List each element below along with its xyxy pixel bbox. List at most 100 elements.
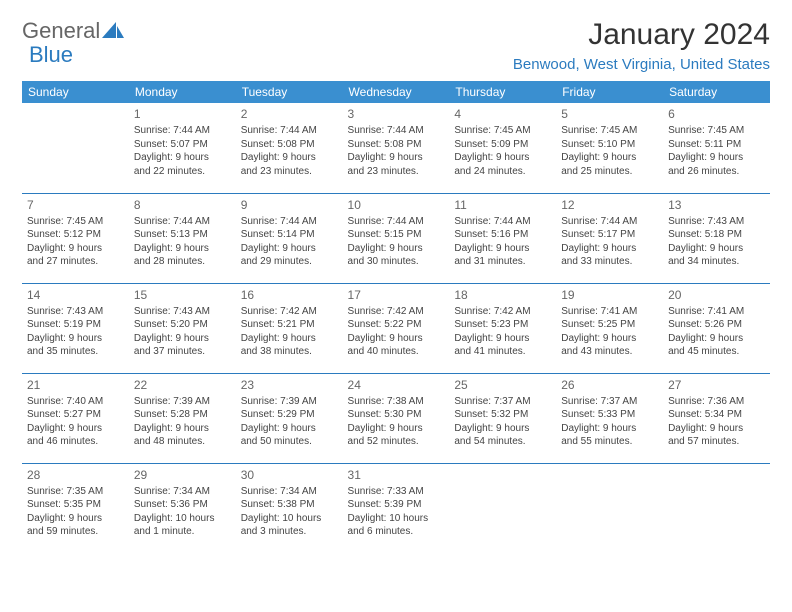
cell-daylight1: Daylight: 10 hours bbox=[134, 512, 231, 526]
calendar-cell: 20Sunrise: 7:41 AMSunset: 5:26 PMDayligh… bbox=[663, 283, 770, 373]
weekday-header: Sunday bbox=[22, 81, 129, 103]
cell-sunset: Sunset: 5:36 PM bbox=[134, 498, 231, 512]
calendar-cell bbox=[449, 463, 556, 553]
calendar-cell bbox=[22, 103, 129, 193]
cell-sunrise: Sunrise: 7:39 AM bbox=[241, 395, 338, 409]
day-number: 1 bbox=[134, 106, 231, 122]
cell-daylight2: and 59 minutes. bbox=[27, 525, 124, 539]
cell-daylight1: Daylight: 9 hours bbox=[454, 242, 551, 256]
cell-daylight2: and 27 minutes. bbox=[27, 255, 124, 269]
day-number: 12 bbox=[561, 197, 658, 213]
day-number: 31 bbox=[348, 467, 445, 483]
weekday-header: Tuesday bbox=[236, 81, 343, 103]
cell-daylight1: Daylight: 9 hours bbox=[454, 151, 551, 165]
day-number: 28 bbox=[27, 467, 124, 483]
logo-second-line: Blue bbox=[29, 42, 73, 68]
weekday-header: Wednesday bbox=[343, 81, 450, 103]
month-title: January 2024 bbox=[513, 18, 770, 52]
cell-daylight1: Daylight: 9 hours bbox=[134, 151, 231, 165]
day-number: 13 bbox=[668, 197, 765, 213]
cell-sunset: Sunset: 5:22 PM bbox=[348, 318, 445, 332]
calendar-cell: 24Sunrise: 7:38 AMSunset: 5:30 PMDayligh… bbox=[343, 373, 450, 463]
cell-daylight1: Daylight: 10 hours bbox=[241, 512, 338, 526]
cell-daylight2: and 29 minutes. bbox=[241, 255, 338, 269]
cell-sunset: Sunset: 5:28 PM bbox=[134, 408, 231, 422]
calendar-cell: 10Sunrise: 7:44 AMSunset: 5:15 PMDayligh… bbox=[343, 193, 450, 283]
cell-daylight1: Daylight: 9 hours bbox=[668, 242, 765, 256]
cell-daylight2: and 25 minutes. bbox=[561, 165, 658, 179]
cell-daylight2: and 33 minutes. bbox=[561, 255, 658, 269]
cell-sunrise: Sunrise: 7:45 AM bbox=[454, 124, 551, 138]
day-number: 27 bbox=[668, 377, 765, 393]
weekday-header: Thursday bbox=[449, 81, 556, 103]
cell-daylight1: Daylight: 9 hours bbox=[241, 422, 338, 436]
cell-sunset: Sunset: 5:29 PM bbox=[241, 408, 338, 422]
cell-sunset: Sunset: 5:16 PM bbox=[454, 228, 551, 242]
cell-sunrise: Sunrise: 7:43 AM bbox=[134, 305, 231, 319]
calendar-cell: 31Sunrise: 7:33 AMSunset: 5:39 PMDayligh… bbox=[343, 463, 450, 553]
cell-daylight2: and 3 minutes. bbox=[241, 525, 338, 539]
cell-sunrise: Sunrise: 7:44 AM bbox=[454, 215, 551, 229]
cell-daylight2: and 55 minutes. bbox=[561, 435, 658, 449]
cell-sunrise: Sunrise: 7:39 AM bbox=[134, 395, 231, 409]
calendar-row: 21Sunrise: 7:40 AMSunset: 5:27 PMDayligh… bbox=[22, 373, 770, 463]
cell-sunset: Sunset: 5:27 PM bbox=[27, 408, 124, 422]
cell-sunset: Sunset: 5:17 PM bbox=[561, 228, 658, 242]
cell-sunrise: Sunrise: 7:42 AM bbox=[241, 305, 338, 319]
cell-daylight1: Daylight: 9 hours bbox=[241, 242, 338, 256]
calendar-cell: 16Sunrise: 7:42 AMSunset: 5:21 PMDayligh… bbox=[236, 283, 343, 373]
cell-daylight1: Daylight: 9 hours bbox=[454, 332, 551, 346]
cell-daylight1: Daylight: 9 hours bbox=[134, 422, 231, 436]
cell-sunset: Sunset: 5:13 PM bbox=[134, 228, 231, 242]
cell-daylight1: Daylight: 9 hours bbox=[27, 332, 124, 346]
day-number: 3 bbox=[348, 106, 445, 122]
cell-daylight2: and 46 minutes. bbox=[27, 435, 124, 449]
day-number: 19 bbox=[561, 287, 658, 303]
cell-daylight2: and 1 minute. bbox=[134, 525, 231, 539]
cell-sunset: Sunset: 5:10 PM bbox=[561, 138, 658, 152]
cell-daylight2: and 54 minutes. bbox=[454, 435, 551, 449]
cell-sunset: Sunset: 5:21 PM bbox=[241, 318, 338, 332]
day-number: 24 bbox=[348, 377, 445, 393]
cell-daylight2: and 30 minutes. bbox=[348, 255, 445, 269]
cell-sunset: Sunset: 5:33 PM bbox=[561, 408, 658, 422]
calendar-cell: 14Sunrise: 7:43 AMSunset: 5:19 PMDayligh… bbox=[22, 283, 129, 373]
cell-sunrise: Sunrise: 7:44 AM bbox=[348, 215, 445, 229]
day-number: 25 bbox=[454, 377, 551, 393]
cell-sunrise: Sunrise: 7:43 AM bbox=[27, 305, 124, 319]
cell-sunset: Sunset: 5:08 PM bbox=[241, 138, 338, 152]
day-number: 15 bbox=[134, 287, 231, 303]
calendar-cell: 5Sunrise: 7:45 AMSunset: 5:10 PMDaylight… bbox=[556, 103, 663, 193]
calendar-cell: 15Sunrise: 7:43 AMSunset: 5:20 PMDayligh… bbox=[129, 283, 236, 373]
cell-sunset: Sunset: 5:32 PM bbox=[454, 408, 551, 422]
cell-daylight2: and 57 minutes. bbox=[668, 435, 765, 449]
calendar-cell: 3Sunrise: 7:44 AMSunset: 5:08 PMDaylight… bbox=[343, 103, 450, 193]
title-block: January 2024 Benwood, West Virginia, Uni… bbox=[513, 18, 770, 73]
cell-sunset: Sunset: 5:07 PM bbox=[134, 138, 231, 152]
calendar-cell: 23Sunrise: 7:39 AMSunset: 5:29 PMDayligh… bbox=[236, 373, 343, 463]
calendar-cell: 25Sunrise: 7:37 AMSunset: 5:32 PMDayligh… bbox=[449, 373, 556, 463]
day-number: 10 bbox=[348, 197, 445, 213]
logo-sail-icon bbox=[102, 22, 124, 40]
cell-daylight2: and 28 minutes. bbox=[134, 255, 231, 269]
day-number: 26 bbox=[561, 377, 658, 393]
cell-daylight2: and 40 minutes. bbox=[348, 345, 445, 359]
calendar-row: 14Sunrise: 7:43 AMSunset: 5:19 PMDayligh… bbox=[22, 283, 770, 373]
calendar-cell: 30Sunrise: 7:34 AMSunset: 5:38 PMDayligh… bbox=[236, 463, 343, 553]
weekday-header-row: Sunday Monday Tuesday Wednesday Thursday… bbox=[22, 81, 770, 103]
calendar-cell: 2Sunrise: 7:44 AMSunset: 5:08 PMDaylight… bbox=[236, 103, 343, 193]
cell-daylight2: and 48 minutes. bbox=[134, 435, 231, 449]
calendar-cell: 9Sunrise: 7:44 AMSunset: 5:14 PMDaylight… bbox=[236, 193, 343, 283]
day-number: 14 bbox=[27, 287, 124, 303]
calendar-cell: 13Sunrise: 7:43 AMSunset: 5:18 PMDayligh… bbox=[663, 193, 770, 283]
day-number: 8 bbox=[134, 197, 231, 213]
cell-sunrise: Sunrise: 7:36 AM bbox=[668, 395, 765, 409]
cell-sunrise: Sunrise: 7:45 AM bbox=[668, 124, 765, 138]
cell-sunset: Sunset: 5:08 PM bbox=[348, 138, 445, 152]
cell-sunset: Sunset: 5:20 PM bbox=[134, 318, 231, 332]
logo: General bbox=[22, 18, 124, 44]
header: General January 2024 Benwood, West Virgi… bbox=[22, 18, 770, 73]
calendar-cell: 7Sunrise: 7:45 AMSunset: 5:12 PMDaylight… bbox=[22, 193, 129, 283]
calendar-row: 1Sunrise: 7:44 AMSunset: 5:07 PMDaylight… bbox=[22, 103, 770, 193]
cell-sunrise: Sunrise: 7:44 AM bbox=[134, 215, 231, 229]
